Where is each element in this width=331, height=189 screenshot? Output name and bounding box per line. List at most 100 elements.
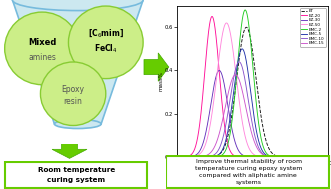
EMC-15 bbox=[264, 155, 268, 157]
Line: EZ-30: EZ-30 bbox=[177, 70, 328, 157]
ET bbox=[276, 155, 280, 157]
Text: temperature curing epoxy system: temperature curing epoxy system bbox=[195, 166, 302, 171]
Text: Epoxy: Epoxy bbox=[62, 85, 85, 94]
EZ-30 bbox=[244, 155, 248, 157]
EZ-50 bbox=[202, 147, 206, 150]
ET bbox=[243, 27, 247, 29]
EMC-5 bbox=[326, 156, 330, 158]
Polygon shape bbox=[13, 0, 143, 124]
EMC-10 bbox=[175, 156, 179, 158]
Line: ET: ET bbox=[177, 27, 328, 157]
EMC-15 bbox=[276, 156, 280, 158]
EMC-2 bbox=[243, 9, 247, 11]
EMC-10 bbox=[202, 156, 206, 158]
EMC-15 bbox=[289, 156, 293, 158]
X-axis label: Temperature(℃): Temperature(℃) bbox=[230, 167, 275, 173]
EZ-50 bbox=[175, 156, 179, 158]
Y-axis label: mass%: mass% bbox=[158, 71, 163, 91]
Text: Room temperature: Room temperature bbox=[37, 167, 115, 173]
EMC-10 bbox=[326, 156, 330, 158]
Text: Mixed: Mixed bbox=[28, 38, 56, 47]
Ellipse shape bbox=[13, 0, 143, 11]
EMC-15 bbox=[214, 143, 218, 145]
EZ-50 bbox=[276, 156, 280, 158]
EZ-20 bbox=[276, 156, 280, 158]
ET bbox=[326, 156, 330, 158]
EZ-50 bbox=[214, 83, 218, 85]
EMC-10 bbox=[237, 61, 241, 63]
Line: EMC-15: EMC-15 bbox=[177, 75, 328, 157]
EMC-15 bbox=[326, 156, 330, 158]
ET bbox=[289, 156, 293, 158]
FancyBboxPatch shape bbox=[166, 156, 329, 188]
Line: EMC-2: EMC-2 bbox=[177, 10, 328, 157]
EMC-10 bbox=[264, 155, 268, 157]
EZ-20 bbox=[202, 83, 206, 85]
EMC-5 bbox=[240, 48, 244, 50]
ET bbox=[214, 155, 218, 157]
Line: EMC-10: EMC-10 bbox=[177, 62, 328, 157]
EZ-20 bbox=[175, 156, 179, 158]
Text: FeCl$_4$: FeCl$_4$ bbox=[94, 42, 118, 55]
EZ-30 bbox=[289, 156, 293, 158]
EMC-10 bbox=[214, 152, 218, 155]
EMC-5 bbox=[276, 156, 280, 158]
EMC-2 bbox=[276, 156, 280, 158]
Line: EMC-5: EMC-5 bbox=[177, 49, 328, 157]
EZ-30 bbox=[217, 69, 221, 72]
Line: EZ-50: EZ-50 bbox=[177, 23, 328, 157]
EMC-15 bbox=[202, 155, 206, 157]
EMC-5 bbox=[264, 154, 268, 156]
ET bbox=[175, 156, 179, 158]
Text: curing system: curing system bbox=[47, 177, 105, 183]
EZ-30 bbox=[214, 76, 218, 79]
Text: amines: amines bbox=[28, 53, 56, 62]
EZ-20 bbox=[264, 156, 268, 158]
EMC-10 bbox=[244, 81, 248, 84]
EZ-50 bbox=[326, 156, 330, 158]
EMC-10 bbox=[289, 156, 293, 158]
FancyArrow shape bbox=[144, 53, 169, 81]
ET bbox=[245, 26, 249, 28]
EMC-2 bbox=[326, 156, 330, 158]
Text: Improve thermal stability of room: Improve thermal stability of room bbox=[194, 159, 302, 164]
FancyBboxPatch shape bbox=[5, 162, 148, 188]
EZ-30 bbox=[202, 140, 206, 142]
EMC-2 bbox=[202, 156, 206, 158]
EZ-50 bbox=[244, 136, 248, 139]
EMC-15 bbox=[175, 156, 179, 158]
Circle shape bbox=[40, 62, 106, 125]
Text: [C$_6$mim]: [C$_6$mim] bbox=[88, 27, 124, 39]
ET bbox=[264, 140, 268, 142]
EMC-2 bbox=[264, 152, 268, 154]
EZ-20 bbox=[326, 156, 330, 158]
EMC-2 bbox=[289, 156, 293, 158]
EZ-50 bbox=[264, 156, 268, 158]
EZ-20 bbox=[289, 156, 293, 158]
Text: resin: resin bbox=[64, 97, 82, 106]
EMC-2 bbox=[214, 156, 218, 158]
Ellipse shape bbox=[54, 119, 101, 129]
Circle shape bbox=[5, 12, 79, 85]
EMC-15 bbox=[233, 74, 237, 76]
EMC-5 bbox=[202, 156, 206, 158]
EZ-50 bbox=[224, 22, 228, 24]
EZ-30 bbox=[276, 156, 280, 158]
EMC-5 bbox=[175, 156, 179, 158]
EZ-20 bbox=[210, 15, 214, 18]
EMC-5 bbox=[244, 56, 248, 58]
EMC-10 bbox=[276, 156, 280, 158]
EMC-5 bbox=[214, 155, 218, 157]
EZ-30 bbox=[264, 156, 268, 158]
Circle shape bbox=[69, 6, 143, 79]
ET bbox=[202, 156, 206, 158]
EMC-5 bbox=[289, 156, 293, 158]
EMC-2 bbox=[175, 156, 179, 158]
EZ-20 bbox=[214, 36, 218, 38]
EZ-30 bbox=[175, 156, 179, 158]
FancyArrow shape bbox=[52, 144, 87, 158]
EZ-20 bbox=[244, 156, 248, 158]
Text: compared with aliphatic amine: compared with aliphatic amine bbox=[199, 173, 297, 178]
Legend: ET, EZ-20, EZ-30, EZ-50, EMC-2, EMC-5, EMC-10, EMC-15: ET, EZ-20, EZ-30, EZ-50, EMC-2, EMC-5, E… bbox=[300, 8, 326, 47]
Line: EZ-20: EZ-20 bbox=[177, 16, 328, 157]
